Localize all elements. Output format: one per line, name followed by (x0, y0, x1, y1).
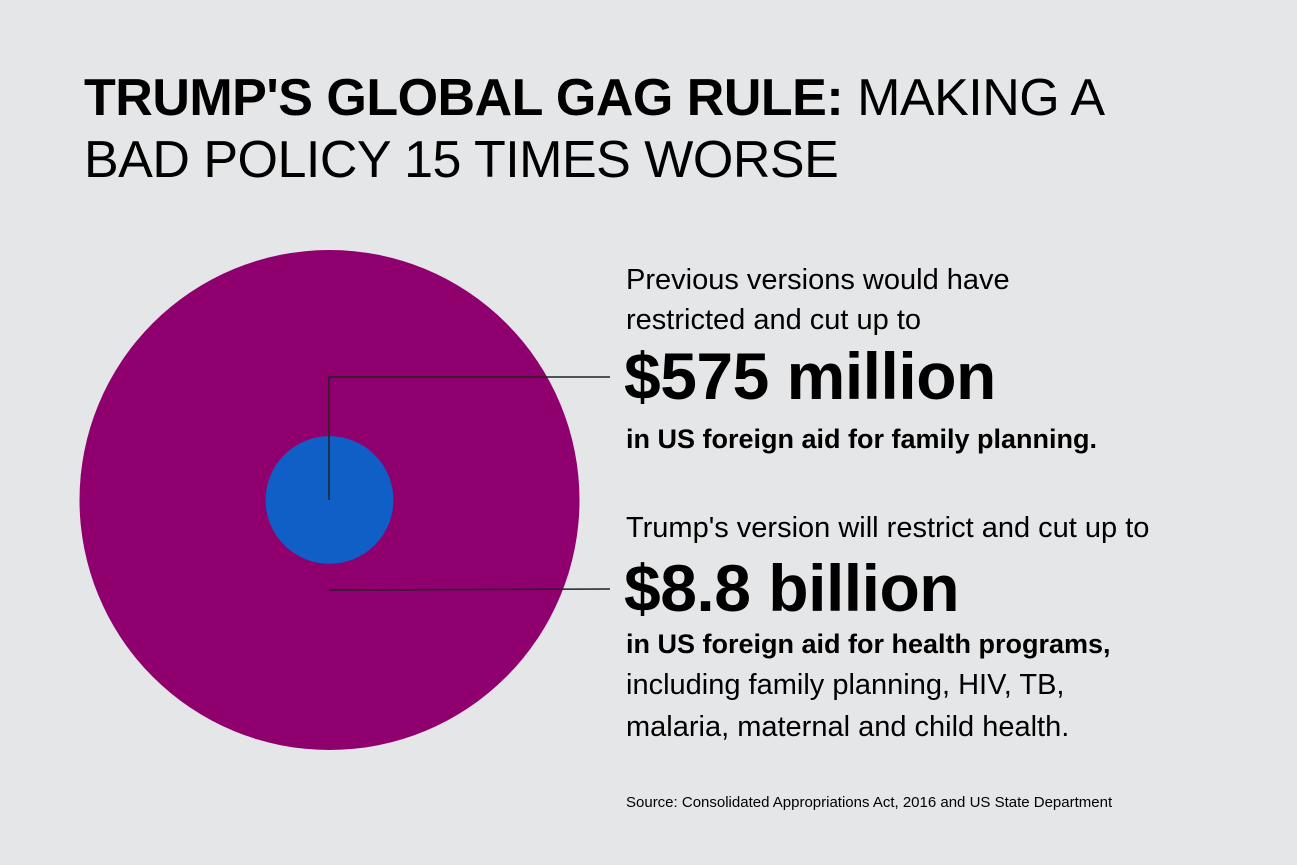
previous-desc: in US foreign aid for family planning. (626, 424, 1098, 454)
trump-detail-1: including family planning, HIV, TB, (626, 669, 1065, 701)
trump-detail-2: malaria, maternal and child health. (626, 711, 1070, 743)
previous-line-2: restricted and cut up to (626, 304, 921, 336)
previous-amount: $575 million (624, 339, 996, 413)
trump-line-1: Trump's version will restrict and cut up… (626, 512, 1150, 544)
trump-amount: $8.8 billion (624, 551, 960, 625)
leader-line-8-8-billion (328, 588, 611, 591)
trump-desc: in US foreign aid for health programs, (626, 629, 1111, 659)
leader-line-575-million (328, 376, 610, 500)
title-bold: TRUMP'S GLOBAL GAG RULE: (84, 69, 844, 127)
title-line-1: TRUMP'S GLOBAL GAG RULE: MAKING A (84, 68, 1105, 128)
title-rest: MAKING A (843, 69, 1105, 127)
source-note: Source: Consolidated Appropriations Act,… (626, 794, 1113, 811)
title-line-2: BAD POLICY 15 TIMES WORSE (84, 131, 839, 189)
previous-line-1: Previous versions would have (626, 264, 1010, 296)
